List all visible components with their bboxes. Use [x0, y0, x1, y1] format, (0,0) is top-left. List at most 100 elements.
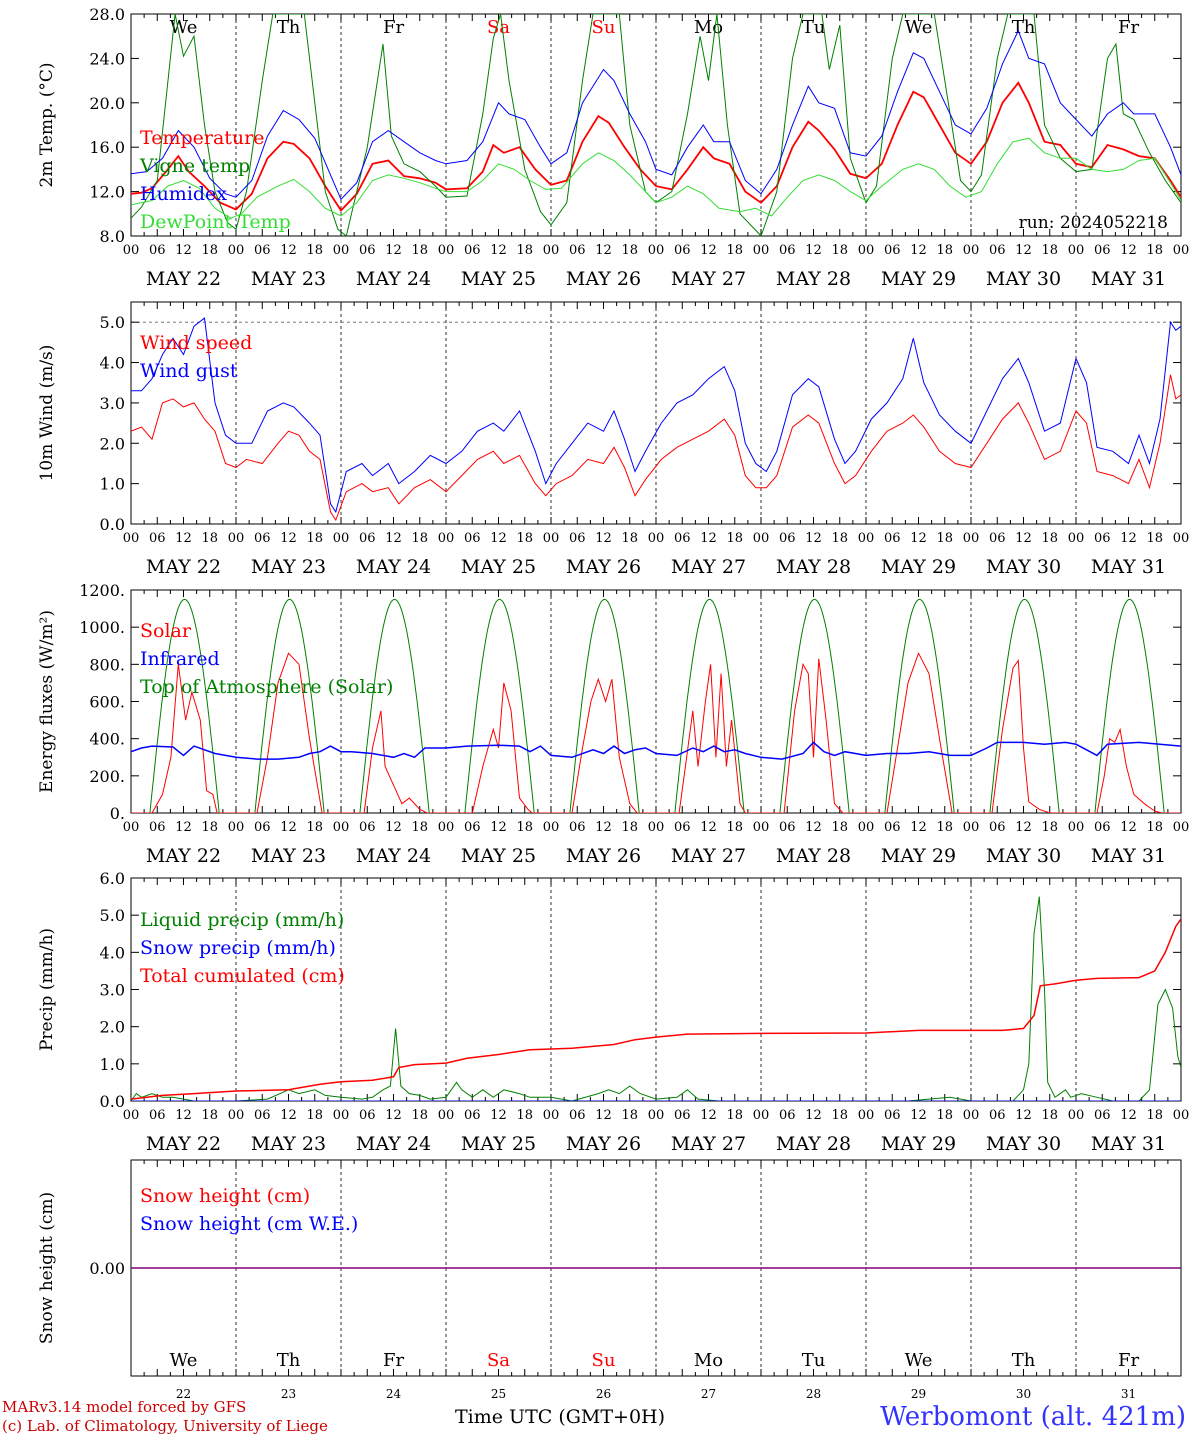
hour-label: 00: [1173, 531, 1190, 546]
hour-label: 12: [910, 531, 927, 546]
hour-label: 00: [543, 531, 560, 546]
hour-label: 18: [936, 820, 953, 835]
model-credit-line-1: MARv3.14 model forced by GFS: [2, 1398, 247, 1416]
hour-label: 06: [989, 820, 1006, 835]
hour-label: 18: [1041, 820, 1058, 835]
weekday-label: Fr: [1118, 1350, 1139, 1371]
hour-label: 12: [490, 1108, 507, 1123]
hour-label: 00: [858, 820, 875, 835]
legend-entry: Humidex: [140, 183, 227, 205]
hour-label: 12: [280, 820, 297, 835]
hour-label: 12: [1120, 531, 1137, 546]
weekday-label: Th: [277, 1350, 301, 1371]
hour-label: 00: [963, 243, 980, 258]
y-tick-label: 4.0: [100, 354, 125, 373]
y-tick-label: 20.0: [89, 94, 125, 113]
date-label: MAY 27: [671, 1133, 746, 1155]
day-number-label: 28: [806, 1387, 821, 1401]
series-infrared-line: [131, 741, 1181, 760]
hour-label: 12: [1120, 243, 1137, 258]
legend-entry: Snow height (cm W.E.): [140, 1213, 358, 1235]
date-label: MAY 22: [146, 556, 221, 578]
hour-label: 00: [648, 820, 665, 835]
date-label: MAY 24: [356, 556, 431, 578]
day-number-label: 26: [596, 1387, 611, 1401]
hour-label: 18: [306, 531, 323, 546]
hour-label: 00: [753, 820, 770, 835]
hour-label: 06: [569, 531, 586, 546]
hour-label: 12: [700, 1108, 717, 1123]
weekday-label: Mo: [694, 1350, 723, 1371]
y-tick-label: 28.0: [89, 5, 125, 24]
hour-label: 06: [149, 531, 166, 546]
day-number-label: 22: [176, 1387, 191, 1401]
legend-entry: Snow precip (mm/h): [140, 937, 336, 959]
hour-label: 18: [1146, 820, 1163, 835]
y-tick-label: 1200.: [79, 581, 125, 600]
date-label: MAY 23: [251, 268, 326, 290]
date-label: MAY 26: [566, 1133, 641, 1155]
hour-label: 00: [438, 531, 455, 546]
hour-label: 00: [123, 820, 140, 835]
hour-label: 06: [254, 1108, 271, 1123]
hour-label: 18: [831, 243, 848, 258]
y-tick-label: 8.0: [100, 227, 125, 246]
hour-label: 18: [1146, 1108, 1163, 1123]
hour-label: 00: [228, 820, 245, 835]
station-label: Werbomont (alt. 421m): [880, 1402, 1186, 1432]
hour-label: 06: [779, 1108, 796, 1123]
hour-label: 06: [1094, 243, 1111, 258]
hour-label: 06: [359, 531, 376, 546]
weekday-label: Th: [1012, 1350, 1036, 1371]
weekday-label: Su: [592, 1350, 616, 1371]
hour-label: 06: [779, 243, 796, 258]
series-liquid-precip-mm-h-line: [131, 896, 1181, 1101]
panel-2: 0.0 1.0 2.0 3.0 4.0 5.0 10m Wind (m/s) 00 06 12 18…: [37, 301, 1190, 578]
hour-label: 00: [438, 820, 455, 835]
hour-label: 12: [910, 1108, 927, 1123]
model-credit: MARv3.14 model forced by GFS (c) Lab. of…: [2, 1398, 328, 1436]
hour-label: 06: [464, 531, 481, 546]
date-label: MAY 30: [986, 556, 1061, 578]
y-tick-label: 1.0: [100, 475, 125, 494]
date-label: MAY 25: [461, 845, 536, 867]
hour-label: 00: [438, 1108, 455, 1123]
hour-label: 12: [700, 531, 717, 546]
date-label: MAY 26: [566, 268, 641, 290]
hour-label: 00: [858, 531, 875, 546]
date-label: MAY 26: [566, 556, 641, 578]
weekday-label: We: [170, 1350, 198, 1371]
hour-label: 00: [543, 1108, 560, 1123]
hour-label: 12: [910, 820, 927, 835]
legend-entry: Liquid precip (mm/h): [140, 909, 344, 931]
hour-label: 18: [411, 1108, 428, 1123]
hour-label: 00: [123, 1108, 140, 1123]
date-label: MAY 27: [671, 268, 746, 290]
legend-entry: Wind gust: [140, 360, 238, 382]
date-label: MAY 23: [251, 556, 326, 578]
hour-label: 18: [831, 531, 848, 546]
hour-label: 06: [359, 243, 376, 258]
series-dewpoint-temp-line: [131, 137, 1181, 219]
hour-label: 12: [1015, 531, 1032, 546]
series-wind-gust-line: [131, 317, 1181, 514]
hour-label: 00: [1173, 1108, 1190, 1123]
hour-label: 00: [648, 1108, 665, 1123]
hour-label: 12: [805, 243, 822, 258]
hour-label: 12: [700, 820, 717, 835]
y-tick-label: 0.0: [100, 1092, 125, 1111]
weekday-label: Su: [592, 17, 616, 38]
hour-label: 12: [805, 820, 822, 835]
weekday-label: Fr: [383, 1350, 404, 1371]
panel-5: 0.00 Snow height (cm) We 22 Th 23 Fr 24 Sa 25 Su 26…: [37, 1159, 1182, 1401]
hour-label: 18: [936, 1108, 953, 1123]
hour-label: 06: [884, 820, 901, 835]
hour-label: 06: [674, 1108, 691, 1123]
hour-label: 12: [910, 243, 927, 258]
hour-label: 00: [963, 1108, 980, 1123]
series-solar-line: [131, 651, 1181, 813]
hour-label: 00: [858, 243, 875, 258]
legend-entry: Total cumulated (cm): [140, 965, 345, 987]
hour-label: 18: [1041, 1108, 1058, 1123]
